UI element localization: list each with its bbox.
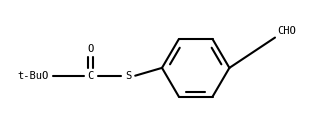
Text: S: S [125,71,131,81]
Text: C: C [88,71,94,81]
Text: O: O [88,44,94,54]
Text: CHO: CHO [277,26,296,36]
Text: t-BuO: t-BuO [17,71,49,81]
